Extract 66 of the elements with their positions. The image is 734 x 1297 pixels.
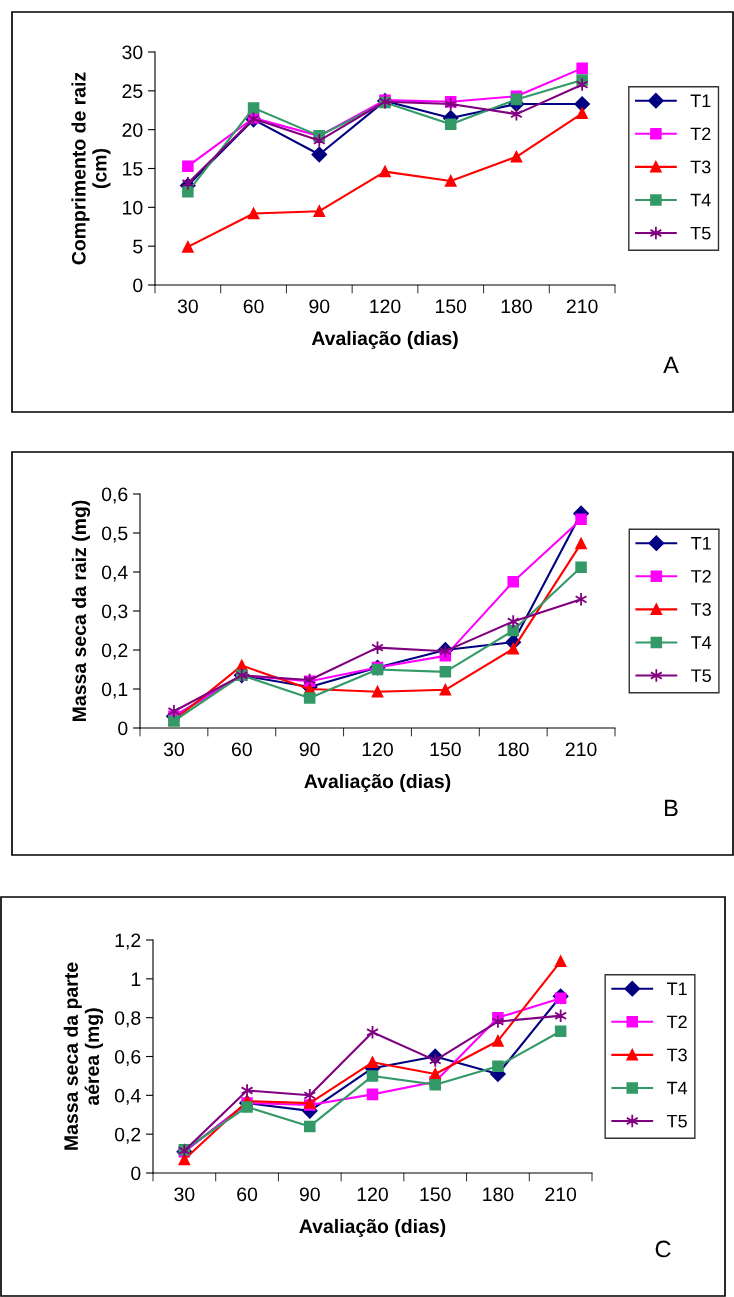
legend-label: T3 [691,603,711,616]
x-tick-label: 210 [545,1187,577,1202]
y-tick-label: 30 [122,45,143,60]
text: C [655,1240,671,1258]
text: A [663,356,679,374]
x-tick-label: 180 [501,299,532,314]
x-tick-label: 210 [565,742,597,757]
legend-label: T5 [690,226,711,240]
y-tick-label: 25 [122,84,143,99]
legend-label: T3 [690,160,711,174]
y-tick-label: 0,6 [101,487,128,504]
y-tick-label: 1 [131,972,141,986]
legend-label: T5 [666,1114,687,1128]
legend-label: T5 [691,669,711,683]
y-tick-label: 0,2 [101,643,128,660]
y-tick-label: 10 [123,200,143,215]
x-tick-label: 150 [435,299,467,314]
y-tick-label: 0 [118,721,128,736]
y-axis-title: Comprimento de raiz (cm) [71,72,111,265]
legend-label: T4 [666,1081,688,1095]
legend-label: T1 [690,94,711,108]
x-tick-label: 30 [163,742,184,757]
x-tick-label: 60 [243,299,264,314]
x-tick-label: 150 [420,1187,451,1202]
x-axis-title: Avaliação (dias) [304,773,451,793]
y-tick-label: 1,2 [115,933,141,950]
y-tick-label: 0,6 [114,1049,141,1067]
x-tick-label: 210 [566,299,598,314]
y-tick-label: 20 [122,123,143,137]
y-tick-label: 0,1 [101,682,128,699]
x-axis-title: Avaliação (dias) [299,1218,446,1238]
legend-label: T2 [691,569,711,583]
x-tick-label: 90 [309,299,330,314]
y-tick-label: 0,3 [101,604,128,621]
x-tick-label: 180 [498,742,529,757]
legend-label: T2 [666,1015,687,1029]
x-tick-label: 180 [483,1187,514,1202]
y-tick-label: 0,2 [114,1127,141,1144]
y-tick-label: 0,5 [101,526,128,543]
legend-label: T2 [690,127,711,141]
y-axis-title: Massa seca da parte aérea (mg) [63,962,104,1150]
x-tick-label: 60 [237,1187,258,1202]
y-tick-label: 0 [131,1166,141,1181]
x-axis-title: Avaliação (dias) [311,330,458,350]
y-tick-label: 0 [133,278,143,293]
legend-label: T1 [691,537,711,550]
y-tick-label: 5 [133,239,143,254]
y-tick-label: 15 [123,162,143,176]
y-axis-title: Massa seca da raiz (mg) [71,500,91,722]
x-tick-label: 150 [430,742,461,757]
y-tick-label: 0,4 [114,1088,141,1105]
y-tick-label: 0,8 [114,1011,141,1028]
x-tick-label: 120 [362,742,393,757]
legend-label: T4 [691,636,712,649]
x-tick-label: 60 [231,742,252,757]
y-tick-label: 0,4 [101,565,128,582]
x-tick-label: 120 [370,299,401,314]
x-tick-label: 30 [177,299,198,314]
x-tick-label: 90 [299,1187,320,1202]
x-tick-label: 90 [299,742,320,757]
legend-label: T3 [666,1048,687,1062]
legend-label: T1 [666,982,687,996]
x-tick-label: 120 [357,1187,388,1202]
legend-label: T4 [690,193,711,207]
x-tick-label: 30 [174,1187,195,1202]
text: B [665,799,678,817]
